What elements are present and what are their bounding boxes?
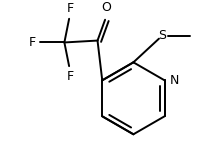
Text: N: N — [169, 74, 179, 87]
Text: F: F — [67, 2, 74, 15]
Text: F: F — [67, 70, 74, 83]
Text: F: F — [29, 36, 36, 49]
Text: O: O — [101, 1, 111, 14]
Text: S: S — [158, 29, 166, 42]
